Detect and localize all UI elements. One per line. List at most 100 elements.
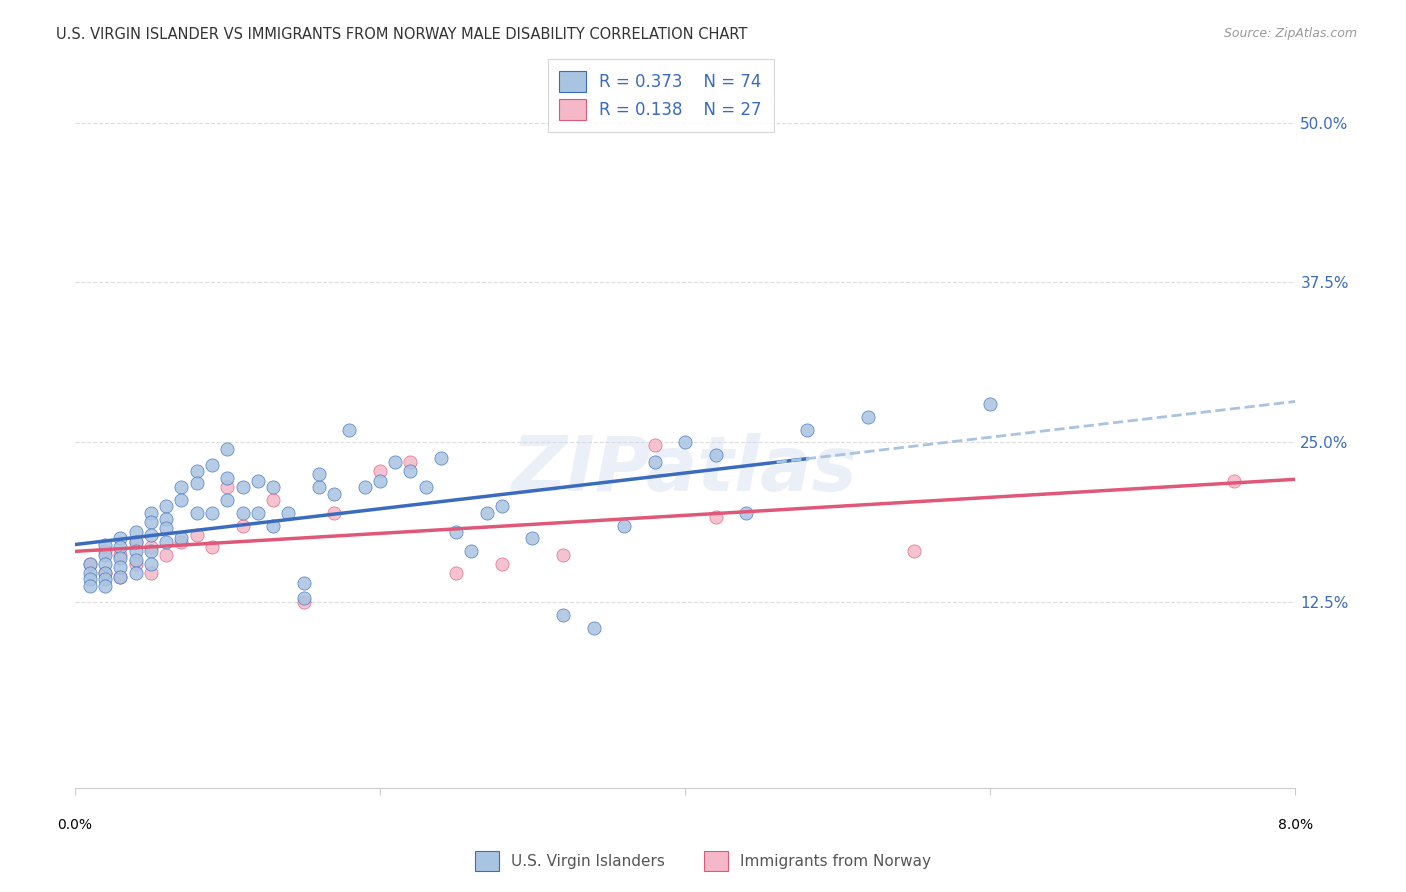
Point (79, 566, 101, 580)
Point (292, 576, 315, 591)
Point (170, 493, 193, 508)
Point (217, 471, 239, 485)
Point (110, 570, 132, 584)
Point (1223, 474, 1246, 488)
Point (125, 535, 148, 549)
Point (155, 548, 177, 562)
Point (384, 454, 406, 468)
Point (232, 480, 254, 494)
Text: Source: ZipAtlas.com: Source: ZipAtlas.com (1223, 27, 1357, 40)
Point (323, 506, 346, 520)
Point (125, 553, 148, 567)
Point (491, 557, 513, 571)
Point (308, 467, 330, 482)
Point (139, 506, 162, 520)
Point (735, 506, 758, 520)
Point (139, 527, 162, 541)
Text: ZIPatlas: ZIPatlas (512, 433, 858, 507)
Point (79, 579, 101, 593)
Point (79, 572, 101, 586)
Point (155, 521, 177, 535)
Point (186, 527, 208, 541)
Point (94, 544, 117, 558)
Point (94, 548, 117, 562)
Point (139, 544, 162, 558)
Point (582, 621, 605, 635)
Point (94, 557, 117, 571)
Point (444, 566, 467, 580)
Point (262, 480, 284, 494)
Point (444, 524, 467, 539)
Point (125, 566, 148, 580)
Point (94, 538, 117, 552)
Point (170, 535, 193, 549)
Point (460, 544, 482, 558)
Point (430, 450, 453, 465)
Point (704, 448, 727, 462)
Point (551, 608, 574, 623)
Point (125, 524, 148, 539)
Point (353, 480, 375, 494)
Text: U.S. VIRGIN ISLANDER VS IMMIGRANTS FROM NORWAY MALE DISABILITY CORRELATION CHART: U.S. VIRGIN ISLANDER VS IMMIGRANTS FROM … (56, 27, 748, 42)
Point (522, 532, 544, 546)
Point (292, 591, 315, 606)
Point (110, 548, 132, 562)
Point (337, 423, 360, 437)
Legend: R = 0.373    N = 74, R = 0.138    N = 27: R = 0.373 N = 74, R = 0.138 N = 27 (548, 59, 773, 132)
Point (170, 480, 193, 494)
Point (246, 474, 269, 488)
Point (110, 532, 132, 546)
Point (94, 566, 117, 580)
Point (186, 476, 208, 491)
Point (551, 548, 574, 562)
Point (232, 506, 254, 520)
Point (139, 541, 162, 555)
Point (110, 541, 132, 555)
Point (644, 438, 666, 452)
Point (979, 397, 1001, 411)
Point (491, 500, 513, 514)
Point (308, 480, 330, 494)
Point (186, 464, 208, 478)
Point (217, 442, 239, 456)
Point (856, 409, 879, 424)
Point (415, 480, 437, 494)
Point (110, 550, 132, 565)
Point (125, 557, 148, 571)
Point (94, 579, 117, 593)
Legend: U.S. Virgin Islanders, Immigrants from Norway: U.S. Virgin Islanders, Immigrants from N… (468, 846, 938, 877)
Point (110, 570, 132, 584)
Point (79, 557, 101, 571)
Text: 0.0%: 0.0% (58, 818, 93, 832)
Text: 8.0%: 8.0% (1278, 818, 1313, 832)
Point (475, 506, 498, 520)
Point (217, 480, 239, 494)
Point (246, 506, 269, 520)
Point (201, 506, 224, 520)
Point (94, 572, 117, 586)
Point (399, 464, 422, 478)
Point (292, 595, 315, 609)
Point (201, 458, 224, 473)
Point (201, 541, 224, 555)
Point (79, 557, 101, 571)
Point (277, 506, 299, 520)
Point (673, 435, 696, 450)
Point (262, 518, 284, 533)
Point (139, 515, 162, 529)
Point (368, 464, 391, 478)
Point (155, 535, 177, 549)
Point (125, 535, 148, 549)
Point (170, 532, 193, 546)
Point (613, 518, 636, 533)
Point (368, 474, 391, 488)
Point (217, 493, 239, 508)
Point (186, 506, 208, 520)
Point (139, 557, 162, 571)
Point (232, 518, 254, 533)
Point (644, 454, 666, 468)
Point (139, 566, 162, 580)
Point (262, 493, 284, 508)
Point (155, 500, 177, 514)
Point (704, 509, 727, 524)
